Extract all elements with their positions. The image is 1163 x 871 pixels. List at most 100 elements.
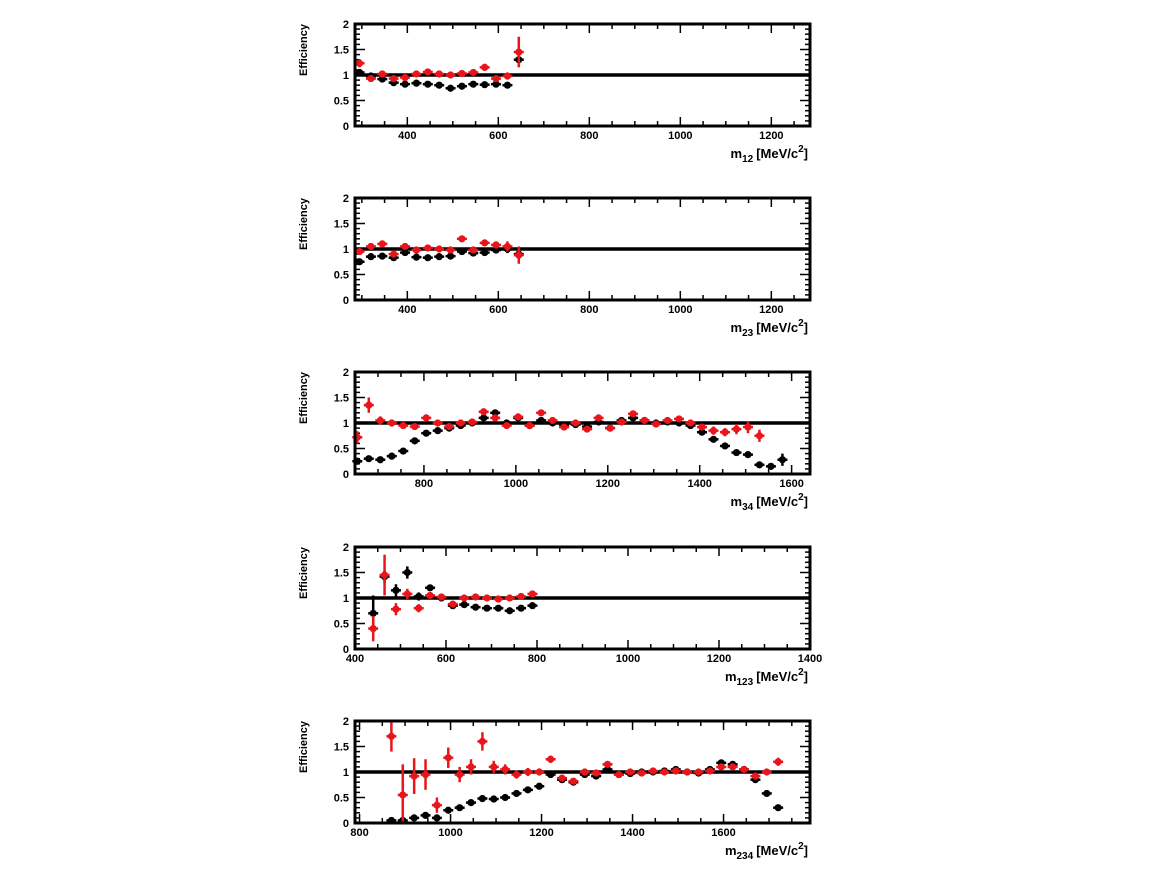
data-point (721, 442, 729, 450)
data-point (355, 68, 364, 77)
y-tick-label: 0.5 (334, 793, 349, 805)
y-axis-title: Efficiency (298, 371, 310, 424)
data-point (458, 235, 466, 243)
data-point (435, 253, 443, 261)
panel-234: 800 1000 1200 1400 1600 0 0.5 1 1.5 2 Efficiency m2… (298, 716, 812, 862)
data-point (481, 81, 489, 89)
y-tick-label: 0 (343, 644, 349, 656)
data-point (492, 74, 500, 83)
data-point (503, 81, 512, 89)
data-point (412, 79, 421, 87)
data-point (709, 435, 718, 443)
x-tick-label: 1000 (616, 653, 640, 665)
data-point (503, 242, 512, 251)
data-point (572, 419, 580, 427)
data-point (412, 246, 421, 254)
data-point (481, 248, 489, 257)
data-point (378, 240, 386, 248)
panel-12: 400 600 800 1000 1200 0 0.5 1 1.5 2 Efficiency m12[… (298, 19, 812, 165)
data-point (444, 806, 452, 814)
data-point (388, 419, 396, 427)
data-point (537, 409, 545, 417)
x-tick-label: 1600 (779, 478, 803, 490)
data-point (446, 84, 455, 92)
data-point (401, 242, 409, 251)
plot-frame (353, 196, 812, 302)
data-point (663, 416, 672, 425)
data-point (415, 604, 423, 612)
y-tick-label: 0.5 (334, 444, 349, 456)
x-tick-label: 800 (415, 478, 433, 490)
data-point (415, 592, 423, 601)
data-point (524, 768, 532, 776)
data-point (490, 763, 498, 771)
y-tick-label: 1.5 (334, 45, 349, 57)
data-point (446, 252, 455, 260)
y-axis-title: Efficiency (298, 720, 310, 773)
plot-frame (353, 545, 812, 651)
data-point (435, 70, 443, 78)
data-point (594, 414, 603, 422)
data-point (483, 604, 491, 612)
data-point (444, 754, 452, 762)
data-point (506, 607, 514, 615)
data-point (506, 594, 514, 602)
data-point (767, 462, 775, 470)
x-tick-label: 1000 (438, 827, 462, 839)
data-point (744, 451, 752, 459)
data-point (721, 428, 729, 436)
y-tick-label: 1 (343, 70, 349, 82)
data-point (732, 448, 741, 457)
data-point (660, 768, 669, 776)
data-point (683, 768, 691, 776)
data-point (471, 603, 480, 611)
data-point (514, 413, 522, 421)
data-point (537, 416, 545, 425)
data-point (469, 68, 477, 77)
data-point (422, 429, 430, 437)
data-point (388, 452, 396, 460)
data-point (698, 428, 706, 436)
data-point (481, 63, 489, 71)
data-point (709, 427, 718, 435)
data-point (365, 455, 373, 463)
series-red (352, 397, 765, 444)
data-point (460, 594, 468, 602)
data-point (629, 410, 637, 418)
data-point (740, 765, 748, 774)
y-tick-label: 0.5 (334, 619, 349, 631)
data-point (469, 246, 477, 254)
x-tick-label: 1200 (759, 130, 783, 142)
series-red (386, 721, 784, 823)
data-point (390, 250, 398, 258)
data-point (778, 456, 787, 464)
series-red (354, 235, 524, 264)
data-point (421, 770, 430, 779)
data-point (355, 247, 364, 256)
data-point (390, 74, 398, 83)
y-tick-label: 1 (343, 593, 349, 605)
data-point (732, 425, 741, 433)
data-point (411, 437, 419, 445)
data-point (401, 248, 409, 257)
data-point (424, 244, 432, 252)
data-point (434, 427, 442, 435)
data-point (399, 447, 407, 455)
x-tick-label: 1200 (596, 478, 620, 490)
data-point (558, 774, 566, 782)
data-point (365, 401, 373, 409)
data-point (387, 732, 395, 740)
x-tick-label: 600 (489, 304, 507, 316)
data-point (675, 415, 683, 423)
data-point (378, 75, 386, 83)
data-point (652, 420, 660, 428)
x-tick-label: 1200 (759, 304, 783, 316)
data-point (467, 799, 475, 807)
data-point (445, 422, 453, 431)
y-tick-label: 0 (343, 121, 349, 133)
plot-frame (353, 22, 812, 128)
y-tick-label: 1.5 (334, 219, 349, 231)
panel-23: 400 600 800 1000 1200 0 0.5 1 1.5 2 Efficiency m23[… (298, 193, 812, 339)
data-point (471, 593, 480, 601)
data-point (503, 72, 512, 80)
